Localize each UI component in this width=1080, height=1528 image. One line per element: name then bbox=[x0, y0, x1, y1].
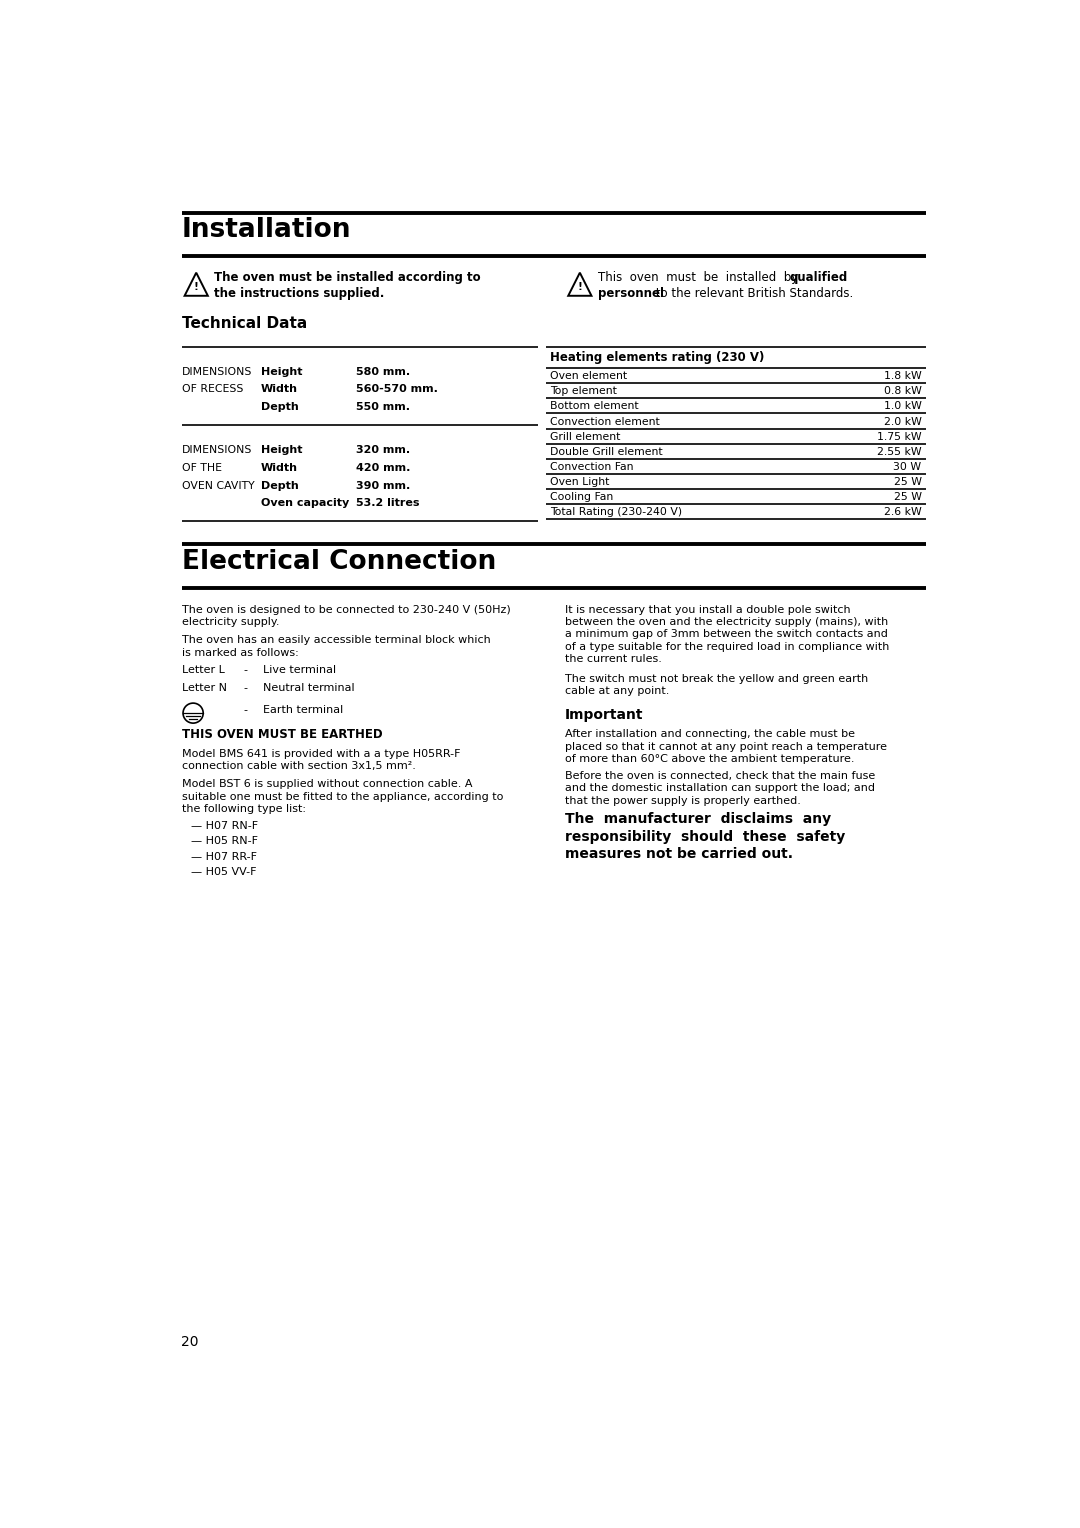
Text: Model BST 6 is supplied without connection cable. A
suitable one must be fitted : Model BST 6 is supplied without connecti… bbox=[181, 779, 503, 814]
Text: It is necessary that you install a double pole switch
between the oven and the e: It is necessary that you install a doubl… bbox=[565, 605, 890, 665]
Text: 560-570 mm.: 560-570 mm. bbox=[356, 385, 437, 394]
Text: OF THE: OF THE bbox=[181, 463, 221, 472]
Text: After installation and connecting, the cable must be
placed so that it cannot at: After installation and connecting, the c… bbox=[565, 729, 887, 764]
Text: !: ! bbox=[578, 281, 582, 292]
Text: Double Grill element: Double Grill element bbox=[550, 446, 662, 457]
Text: OVEN CAVITY: OVEN CAVITY bbox=[181, 481, 254, 490]
Text: 2.0 kW: 2.0 kW bbox=[883, 417, 921, 426]
Text: Model BMS 641 is provided with a a type H05RR-F
connection cable with section 3x: Model BMS 641 is provided with a a type … bbox=[181, 749, 460, 772]
Text: — H07 RN-F: — H07 RN-F bbox=[191, 821, 258, 831]
Text: Earth terminal: Earth terminal bbox=[262, 704, 343, 715]
Text: DIMENSIONS: DIMENSIONS bbox=[181, 445, 252, 455]
Text: Depth: Depth bbox=[260, 481, 298, 490]
Text: 20: 20 bbox=[181, 1335, 199, 1349]
Text: Height: Height bbox=[260, 445, 302, 455]
Text: Bottom element: Bottom element bbox=[550, 402, 638, 411]
Text: Height: Height bbox=[260, 367, 302, 376]
Text: 0.8 kW: 0.8 kW bbox=[883, 387, 921, 396]
Text: The oven has an easily accessible terminal block which
is marked as follows:: The oven has an easily accessible termin… bbox=[181, 636, 490, 657]
Text: — H05 VV-F: — H05 VV-F bbox=[191, 866, 256, 877]
Text: !: ! bbox=[193, 281, 199, 292]
Text: 1.0 kW: 1.0 kW bbox=[883, 402, 921, 411]
Text: personnel: personnel bbox=[597, 287, 664, 301]
Text: The  manufacturer  disclaims  any
responsibility  should  these  safety
measures: The manufacturer disclaims any responsib… bbox=[565, 813, 846, 862]
Text: — H05 RN-F: — H05 RN-F bbox=[191, 836, 258, 847]
Text: 30 W: 30 W bbox=[893, 461, 921, 472]
Text: Convection Fan: Convection Fan bbox=[550, 461, 633, 472]
Text: THIS OVEN MUST BE EARTHED: THIS OVEN MUST BE EARTHED bbox=[181, 727, 382, 741]
Text: Heating elements rating (230 V): Heating elements rating (230 V) bbox=[550, 351, 764, 364]
Text: — H07 RR-F: — H07 RR-F bbox=[191, 851, 257, 862]
Text: Important: Important bbox=[565, 707, 644, 721]
Text: 25 W: 25 W bbox=[893, 492, 921, 503]
Text: 390 mm.: 390 mm. bbox=[356, 481, 410, 490]
Text: Top element: Top element bbox=[550, 387, 617, 396]
Text: 53.2 litres: 53.2 litres bbox=[356, 498, 419, 509]
Text: Oven capacity: Oven capacity bbox=[260, 498, 349, 509]
Text: 1.75 kW: 1.75 kW bbox=[877, 431, 921, 442]
Text: -: - bbox=[243, 665, 247, 674]
Text: Oven element: Oven element bbox=[550, 371, 626, 382]
Text: Technical Data: Technical Data bbox=[181, 316, 307, 330]
Text: 420 mm.: 420 mm. bbox=[356, 463, 410, 472]
Text: 2.55 kW: 2.55 kW bbox=[877, 446, 921, 457]
Text: Convection element: Convection element bbox=[550, 417, 660, 426]
Text: Neutral terminal: Neutral terminal bbox=[262, 683, 354, 694]
Text: 580 mm.: 580 mm. bbox=[356, 367, 410, 376]
Text: Width: Width bbox=[260, 385, 298, 394]
Text: 320 mm.: 320 mm. bbox=[356, 445, 410, 455]
Text: The oven must be installed according to
the instructions supplied.: The oven must be installed according to … bbox=[214, 270, 481, 299]
Text: 25 W: 25 W bbox=[893, 477, 921, 487]
Text: The oven is designed to be connected to 230-240 V (50Hz)
electricity supply.: The oven is designed to be connected to … bbox=[181, 605, 510, 626]
Text: Installation: Installation bbox=[181, 217, 351, 243]
Text: to the relevant British Standards.: to the relevant British Standards. bbox=[652, 287, 853, 301]
Text: -: - bbox=[243, 704, 247, 715]
Text: Cooling Fan: Cooling Fan bbox=[550, 492, 612, 503]
Text: 1.8 kW: 1.8 kW bbox=[883, 371, 921, 382]
Text: Live terminal: Live terminal bbox=[262, 665, 336, 674]
Text: DIMENSIONS: DIMENSIONS bbox=[181, 367, 252, 376]
Text: Electrical Connection: Electrical Connection bbox=[181, 549, 496, 575]
Text: Oven Light: Oven Light bbox=[550, 477, 609, 487]
Text: This  oven  must  be  installed  by: This oven must be installed by bbox=[597, 270, 801, 284]
Text: qualified: qualified bbox=[789, 270, 848, 284]
Text: -: - bbox=[243, 683, 247, 694]
Text: Width: Width bbox=[260, 463, 298, 472]
Text: 550 mm.: 550 mm. bbox=[356, 402, 410, 413]
Text: Depth: Depth bbox=[260, 402, 298, 413]
Text: Before the oven is connected, check that the main fuse
and the domestic installa: Before the oven is connected, check that… bbox=[565, 770, 876, 805]
Text: 2.6 kW: 2.6 kW bbox=[883, 507, 921, 516]
Text: OF RECESS: OF RECESS bbox=[181, 385, 243, 394]
Text: Total Rating (230-240 V): Total Rating (230-240 V) bbox=[550, 507, 681, 516]
Text: Grill element: Grill element bbox=[550, 431, 620, 442]
Text: Letter L: Letter L bbox=[181, 665, 225, 674]
Text: The switch must not break the yellow and green earth
cable at any point.: The switch must not break the yellow and… bbox=[565, 674, 868, 697]
Text: Letter N: Letter N bbox=[181, 683, 227, 694]
